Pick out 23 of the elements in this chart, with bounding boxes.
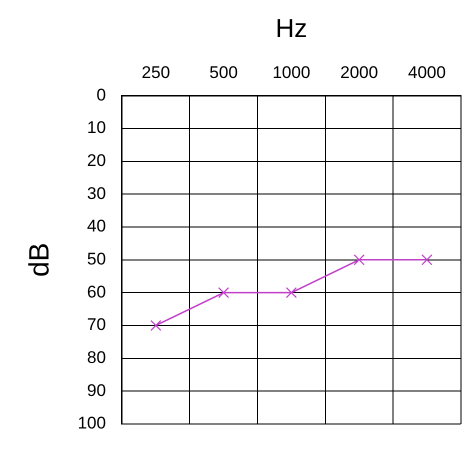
- y-axis-title: dB: [24, 242, 55, 277]
- y-tick-label: 20: [87, 150, 106, 170]
- point: [421, 254, 432, 266]
- y-tick-label: 10: [87, 118, 106, 138]
- x-tick-label: 500: [209, 63, 238, 82]
- x-tick-label: 4000: [408, 63, 446, 82]
- point: [218, 287, 230, 298]
- y-tick-label: 50: [87, 249, 106, 268]
- y-tick-label: 90: [87, 380, 106, 400]
- y-tick-label: 70: [87, 315, 106, 334]
- y-tick-label: 30: [87, 184, 106, 203]
- point: [286, 287, 297, 298]
- y-tick-label: 100: [78, 414, 106, 433]
- x-axis-title: Hz: [275, 12, 308, 43]
- y-tick-label: 60: [87, 282, 106, 302]
- point: [354, 254, 365, 266]
- y-tick-label: 80: [87, 348, 106, 368]
- y-tick-label: 0: [96, 85, 106, 104]
- x-tick-label: 250: [142, 63, 170, 82]
- y-tick-label: 40: [87, 216, 106, 236]
- x-tick-label: 2000: [340, 63, 378, 82]
- x-tick-label: 1000: [272, 63, 310, 82]
- point: [150, 320, 162, 332]
